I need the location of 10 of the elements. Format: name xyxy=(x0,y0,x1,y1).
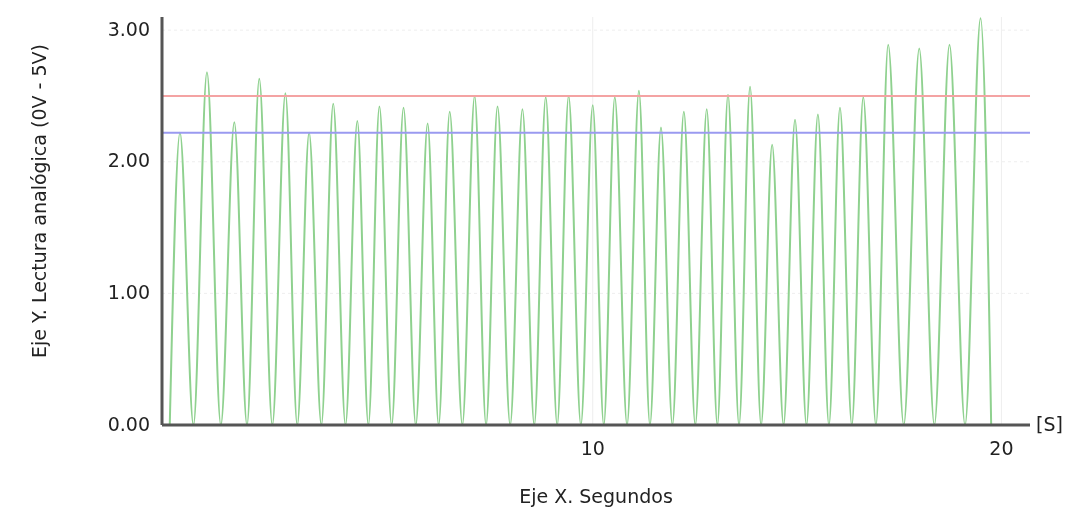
x-axis-title: Eje X. Segundos xyxy=(519,485,673,507)
y-tick-label: 2.00 xyxy=(107,149,150,172)
y-tick-label: 3.00 xyxy=(107,17,150,40)
x-tick-label: 10 xyxy=(580,437,605,459)
y-axis-title: Eje Y. Lectura analógica (0V - 5V) xyxy=(28,44,50,358)
line-series xyxy=(168,17,993,426)
text: [S] xyxy=(1036,412,1063,435)
y-tick-label: 0.00 xyxy=(107,412,150,435)
x-tick-label: 20 xyxy=(989,437,1014,459)
y-tick-label: 1.00 xyxy=(107,280,150,303)
